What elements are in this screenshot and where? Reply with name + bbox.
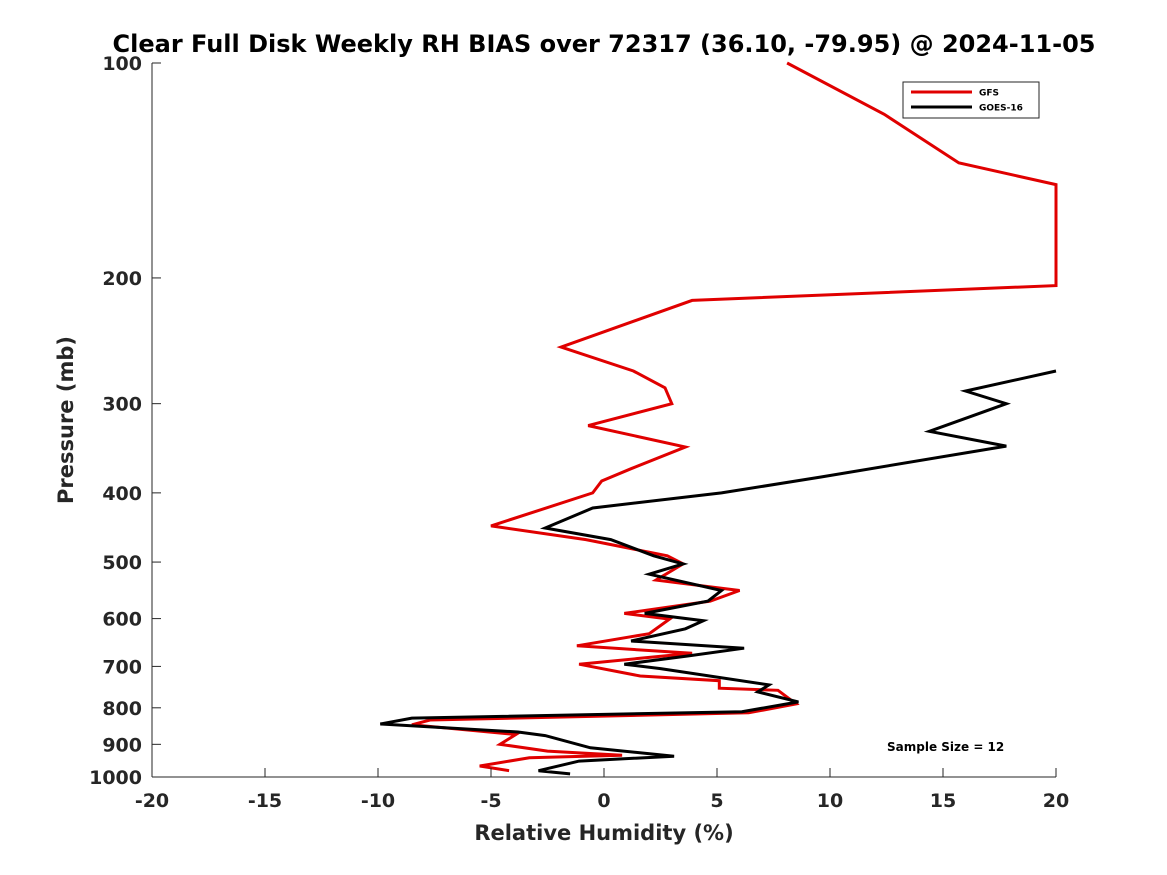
series-line-goes-16 (380, 369, 1057, 776)
y-tick-label: 1000 (89, 767, 142, 789)
y-tick-label: 700 (102, 656, 142, 678)
chart-title: Clear Full Disk Weekly RH BIAS over 7231… (113, 30, 1096, 58)
x-tick-label: 5 (710, 790, 723, 812)
y-tick-label: 800 (102, 698, 142, 720)
series-line-gfs (411, 61, 1058, 773)
y-tick-label: 100 (102, 53, 142, 75)
y-tick-label: 400 (102, 483, 142, 505)
legend-box (902, 81, 1040, 119)
y-tick-label: 300 (102, 394, 142, 416)
sample-size-annotation: Sample Size = 12 (887, 740, 1004, 754)
x-tick-label: -5 (480, 790, 501, 812)
y-tick-label: 500 (102, 552, 142, 574)
x-tick-label: -10 (361, 790, 395, 812)
series-layer (380, 61, 1058, 776)
y-axis-label: Pressure (mb) (54, 336, 78, 504)
legend-label-goes-16: GOES-16 (979, 104, 1023, 114)
y-tick-label: 900 (102, 734, 142, 756)
x-tick-label: 10 (817, 790, 843, 812)
x-ticks: -20 -15 -10 -5 0 5 10 15 20 (135, 768, 1069, 812)
x-tick-label: -20 (135, 790, 169, 812)
legend-label-gfs: GFS (979, 89, 999, 99)
axes: -20 -15 -10 -5 0 5 10 15 20 100 200 300 400 500 600 70… (89, 53, 1069, 812)
x-axis-label: Relative Humidity (%) (474, 821, 733, 845)
legend: GFS GOES-16 (902, 81, 1040, 119)
x-tick-label: -15 (248, 790, 282, 812)
x-tick-label: 20 (1043, 790, 1069, 812)
y-tick-label: 200 (102, 268, 142, 290)
y-ticks: 100 200 300 400 500 600 700 800 900 1000 (89, 53, 161, 789)
x-tick-label: 15 (930, 790, 956, 812)
y-tick-label: 600 (102, 609, 142, 631)
x-tick-label: 0 (597, 790, 610, 812)
